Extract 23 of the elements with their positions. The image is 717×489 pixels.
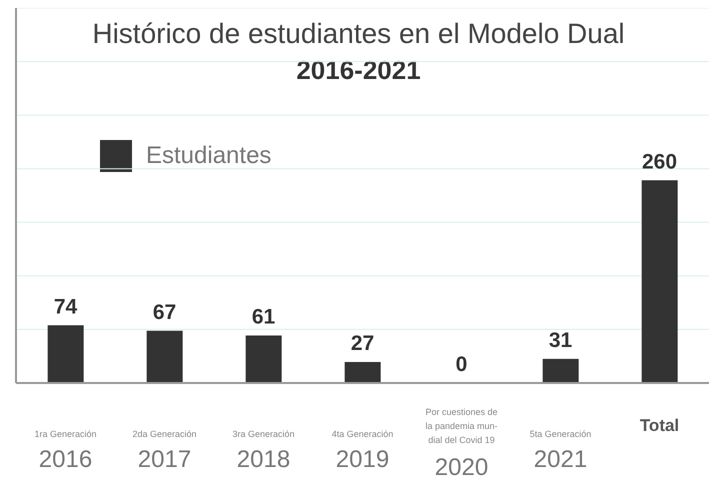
data-label: 31 [548, 328, 572, 352]
x-tick-label: 3ra Generación 2018 [232, 429, 295, 473]
legend-label: Estudiantes [146, 142, 272, 170]
data-label: 61 [252, 305, 276, 328]
bar [246, 335, 282, 383]
bar [642, 180, 678, 383]
chart-title: Histórico de estudiantes en el Modelo Dual [91, 17, 626, 51]
bar [542, 358, 579, 383]
chart-subtitle: 2016-2021 [295, 54, 422, 87]
x-tick-label: Por cuestiones de la pandemia mun- dial del Covid 19 2020 [425, 407, 498, 481]
data-label: 27 [350, 332, 374, 355]
x-tick-label: 1ra Generación 2016 [34, 429, 97, 473]
x-tick-label: Total [640, 416, 680, 435]
bar [48, 325, 84, 383]
x-tick-label: 2da Generación 2017 [132, 429, 197, 473]
data-label: 74 [54, 295, 78, 318]
x-tick-label: 5ta Generación 2021 [530, 429, 592, 473]
bar [344, 362, 381, 383]
bar [146, 330, 183, 383]
x-tick-label: 4ta Generación 2019 [332, 429, 394, 473]
data-label: 0 [456, 353, 468, 376]
data-label: 260 [642, 150, 678, 174]
data-label: 67 [152, 300, 176, 324]
